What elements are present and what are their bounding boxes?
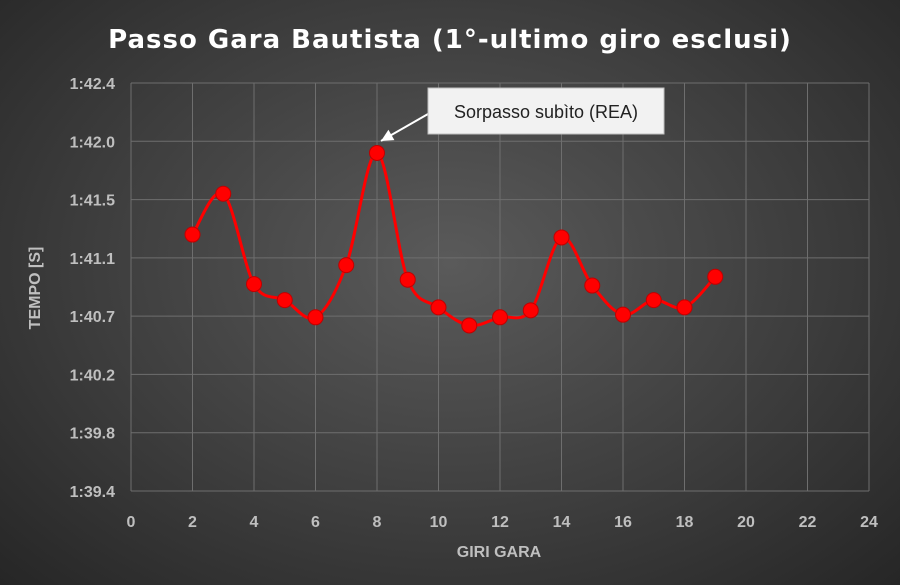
data-point: [276, 292, 293, 309]
callout-box: [427, 87, 665, 135]
data-point: [615, 306, 631, 323]
callout-text: Sorpasso subìto (REA): [454, 102, 638, 122]
data-point: [399, 271, 416, 288]
y-axis-ticks: 1:39.4 1:39.8 1:40.2 1:40.7 1:41.1 1:41.5 1:42…: [70, 76, 115, 501]
data-point: [676, 299, 693, 316]
x-tick-label: 10: [430, 514, 448, 531]
x-tick-label: 6: [311, 514, 320, 531]
data-point: [584, 277, 601, 294]
y-tick-label: 1:40.2: [70, 367, 115, 384]
y-tick-label: 1:42.0: [70, 134, 115, 151]
data-point: [553, 229, 570, 246]
x-tick-label: 24: [860, 514, 878, 531]
x-tick-label: 2: [188, 514, 197, 531]
x-tick-label: 14: [553, 514, 571, 531]
x-tick-label: 16: [614, 514, 632, 531]
x-tick-label: 4: [250, 514, 259, 531]
data-point: [461, 317, 478, 334]
data-point: [338, 257, 355, 274]
data-point: [707, 268, 724, 285]
data-point: [307, 309, 324, 326]
y-tick-label: 1:39.8: [70, 426, 115, 443]
series-line: [191, 151, 717, 328]
x-tick-label: 8: [373, 514, 382, 531]
data-point: [492, 309, 508, 326]
x-axis-ticks: 0 2 4 6 8 10 12 14 16 18 20 22 24: [127, 514, 878, 531]
x-tick-label: 20: [737, 514, 755, 531]
x-tick-label: 18: [676, 514, 694, 531]
chart-title: Passo Gara Bautista (1°-ultimo giro escl…: [108, 25, 792, 55]
y-axis-label: TEMPO [S]: [27, 247, 44, 330]
y-tick-label: 1:42.4: [70, 76, 115, 93]
data-point: [215, 185, 232, 202]
x-tick-label: 22: [799, 514, 817, 531]
data-point: [430, 299, 447, 316]
x-tick-label: 0: [127, 514, 136, 531]
x-axis-label: GIRI GARA: [457, 544, 542, 561]
annotation-layer: Sorpasso subìto (REA): [380, 87, 665, 142]
data-point: [522, 302, 539, 319]
x-tick-label: 12: [491, 514, 509, 531]
y-tick-label: 1:41.5: [70, 193, 115, 210]
data-point: [246, 276, 262, 293]
y-tick-label: 1:40.7: [70, 309, 115, 326]
data-point: [369, 144, 385, 161]
callout-arrowhead: [381, 129, 395, 141]
series-layer: [184, 144, 724, 334]
gridlines: [130, 82, 870, 492]
data-point: [645, 292, 662, 309]
y-tick-label: 1:41.1: [70, 251, 115, 268]
data-point: [184, 226, 201, 243]
y-tick-label: 1:39.4: [70, 484, 115, 501]
